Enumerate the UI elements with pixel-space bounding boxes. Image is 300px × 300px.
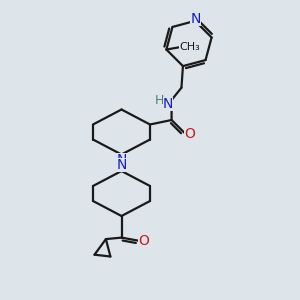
Text: O: O xyxy=(138,234,149,248)
Text: N: N xyxy=(190,12,201,26)
Text: N: N xyxy=(116,158,127,172)
Text: H: H xyxy=(155,94,164,107)
Text: N: N xyxy=(116,153,127,167)
Text: CH₃: CH₃ xyxy=(179,42,200,52)
Text: N: N xyxy=(163,97,173,111)
Text: O: O xyxy=(184,127,195,141)
